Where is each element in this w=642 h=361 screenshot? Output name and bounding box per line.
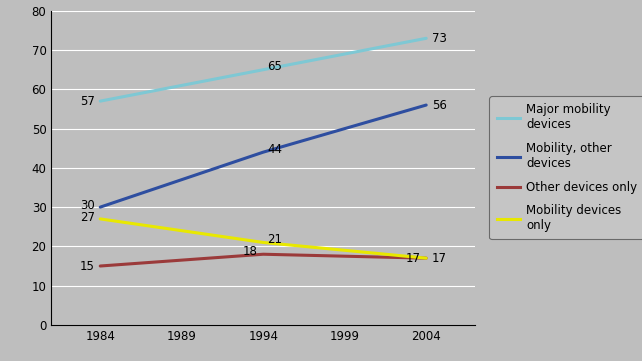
Mobility devices
only — [96, 217, 104, 221]
Major mobility
devices — [96, 99, 104, 103]
Mobility, other
devices — [259, 150, 267, 154]
Text: 44: 44 — [267, 143, 282, 156]
Legend: Major mobility
devices, Mobility, other
devices, Other devices only, Mobility de: Major mobility devices, Mobility, other … — [489, 96, 642, 239]
Text: 17: 17 — [406, 252, 421, 265]
Text: 30: 30 — [80, 199, 95, 212]
Text: 57: 57 — [80, 95, 95, 108]
Other devices only — [259, 252, 267, 256]
Line: Mobility devices
only: Mobility devices only — [100, 219, 426, 258]
Text: 27: 27 — [80, 211, 95, 224]
Major mobility
devices — [259, 68, 267, 72]
Line: Other devices only: Other devices only — [100, 254, 426, 266]
Other devices only — [422, 256, 430, 260]
Text: 65: 65 — [267, 60, 282, 73]
Text: 21: 21 — [267, 233, 282, 246]
Mobility, other
devices — [96, 205, 104, 209]
Line: Major mobility
devices: Major mobility devices — [100, 38, 426, 101]
Other devices only — [96, 264, 104, 268]
Line: Mobility, other
devices: Mobility, other devices — [100, 105, 426, 207]
Mobility devices
only — [422, 256, 430, 260]
Mobility devices
only — [259, 240, 267, 245]
Mobility, other
devices — [422, 103, 430, 107]
Text: 56: 56 — [431, 99, 447, 112]
Major mobility
devices — [422, 36, 430, 40]
Text: 15: 15 — [80, 260, 95, 273]
Text: 73: 73 — [431, 32, 447, 45]
Text: 18: 18 — [243, 245, 257, 258]
Text: 17: 17 — [431, 252, 447, 265]
